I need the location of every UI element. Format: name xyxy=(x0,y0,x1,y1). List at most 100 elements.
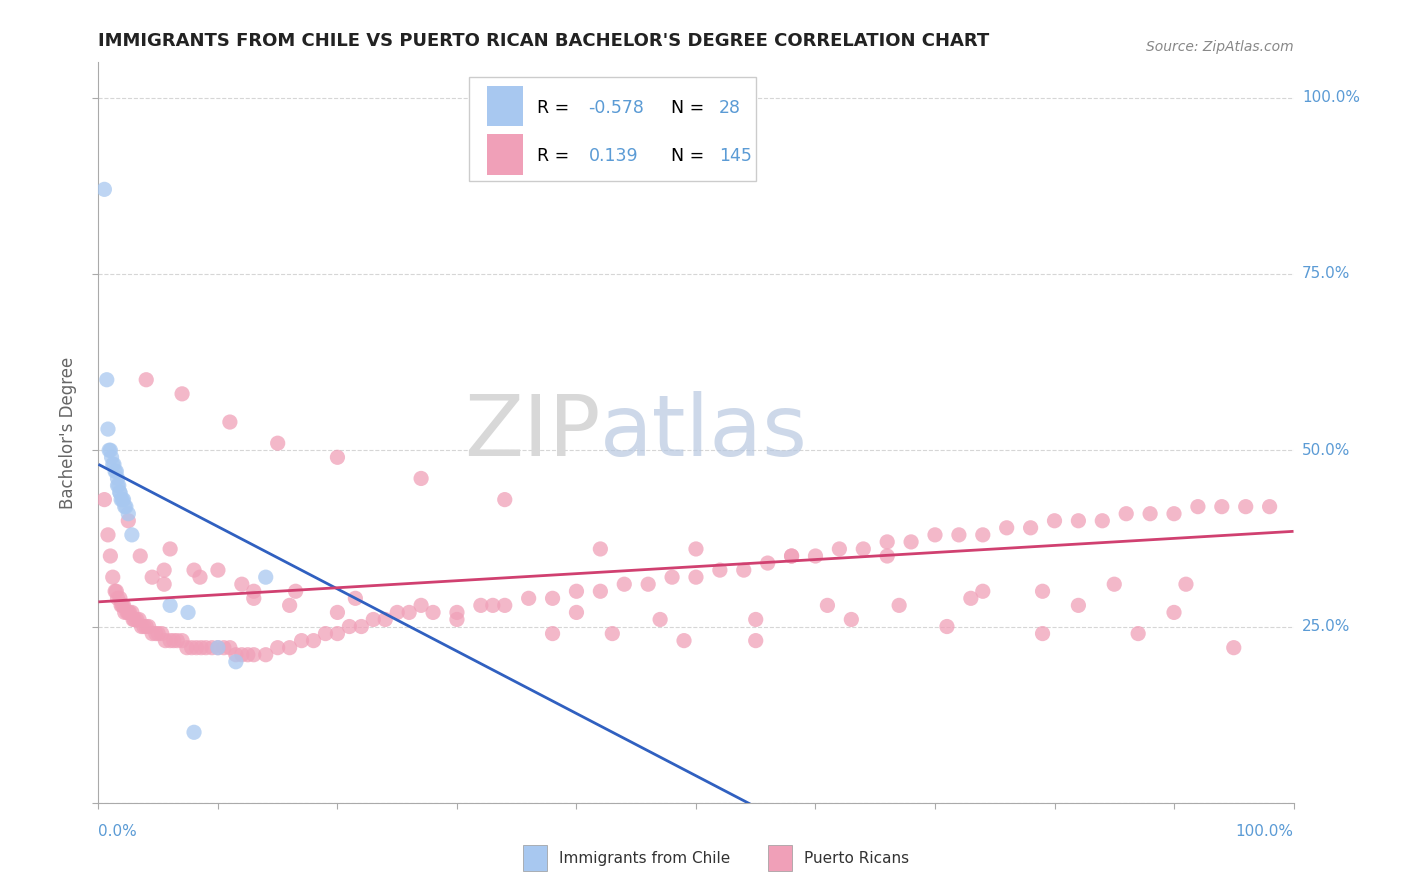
Point xyxy=(326,450,349,465)
Point xyxy=(131,619,153,633)
Point xyxy=(219,640,242,655)
Point xyxy=(709,563,731,577)
Text: 25.0%: 25.0% xyxy=(1302,619,1350,634)
Point xyxy=(972,584,994,599)
Point xyxy=(163,633,186,648)
Point xyxy=(115,606,138,620)
Point xyxy=(948,528,970,542)
Point xyxy=(117,606,139,620)
Point xyxy=(225,648,247,662)
Point xyxy=(148,626,170,640)
Text: Immigrants from Chile: Immigrants from Chile xyxy=(558,851,730,866)
Point xyxy=(105,584,128,599)
Point xyxy=(685,570,707,584)
Point xyxy=(1163,606,1185,620)
Point xyxy=(385,606,409,620)
Point xyxy=(159,599,181,613)
Point xyxy=(96,373,118,387)
Point xyxy=(900,535,922,549)
Point xyxy=(243,584,266,599)
Point xyxy=(284,584,307,599)
Point xyxy=(128,612,150,626)
Point xyxy=(344,591,367,606)
FancyBboxPatch shape xyxy=(470,78,756,181)
Point xyxy=(302,633,325,648)
Point xyxy=(1032,584,1054,599)
Point xyxy=(201,640,224,655)
Point xyxy=(756,556,779,570)
Point xyxy=(852,541,875,556)
Point xyxy=(125,612,148,626)
Point xyxy=(114,606,136,620)
Point xyxy=(121,606,143,620)
Point xyxy=(470,599,492,613)
Point xyxy=(183,563,205,577)
Point xyxy=(745,633,768,648)
Point xyxy=(177,606,200,620)
Bar xyxy=(486,134,523,175)
Point xyxy=(541,591,564,606)
Point xyxy=(122,612,145,626)
Point xyxy=(1258,500,1281,514)
Point xyxy=(685,541,707,556)
Point xyxy=(108,591,131,606)
Point xyxy=(107,591,129,606)
Point xyxy=(93,182,115,196)
Point xyxy=(132,619,155,633)
Point xyxy=(93,492,115,507)
Text: 75.0%: 75.0% xyxy=(1302,267,1350,282)
Point xyxy=(108,485,131,500)
Point xyxy=(326,626,349,640)
Text: N =: N = xyxy=(671,147,710,165)
Point xyxy=(98,443,121,458)
Point xyxy=(350,619,373,633)
Point xyxy=(363,612,385,626)
Text: N =: N = xyxy=(671,99,710,117)
Text: 0.0%: 0.0% xyxy=(98,824,138,839)
Point xyxy=(100,450,122,465)
Point xyxy=(841,612,863,626)
Point xyxy=(1067,599,1090,613)
Point xyxy=(135,373,157,387)
Point xyxy=(97,528,120,542)
Text: 0.139: 0.139 xyxy=(589,147,638,165)
Point xyxy=(637,577,659,591)
Point xyxy=(104,584,127,599)
Point xyxy=(278,599,301,613)
Point xyxy=(876,535,898,549)
Point xyxy=(180,640,202,655)
Point xyxy=(254,570,277,584)
Text: -0.578: -0.578 xyxy=(589,99,644,117)
Point xyxy=(112,599,135,613)
Point xyxy=(339,619,361,633)
Point xyxy=(411,471,433,485)
Text: Source: ZipAtlas.com: Source: ZipAtlas.com xyxy=(1146,39,1294,54)
Point xyxy=(188,570,211,584)
Point xyxy=(118,606,141,620)
Point xyxy=(648,612,672,626)
Point xyxy=(780,549,803,563)
Text: atlas: atlas xyxy=(600,391,808,475)
Point xyxy=(326,606,349,620)
Point xyxy=(225,655,247,669)
Point xyxy=(141,570,163,584)
Point xyxy=(267,640,290,655)
Point xyxy=(589,584,612,599)
Text: R =: R = xyxy=(537,99,575,117)
Point xyxy=(936,619,959,633)
Text: 100.0%: 100.0% xyxy=(1236,824,1294,839)
Point xyxy=(1211,500,1233,514)
Point xyxy=(112,492,135,507)
Point xyxy=(481,599,505,613)
Point xyxy=(517,591,540,606)
Point xyxy=(166,633,188,648)
Text: IMMIGRANTS FROM CHILE VS PUERTO RICAN BACHELOR'S DEGREE CORRELATION CHART: IMMIGRANTS FROM CHILE VS PUERTO RICAN BA… xyxy=(98,32,990,50)
Point xyxy=(291,633,314,648)
Point xyxy=(278,640,301,655)
Point xyxy=(236,648,259,662)
Point xyxy=(411,599,433,613)
Point xyxy=(1019,521,1042,535)
Text: 50.0%: 50.0% xyxy=(1302,442,1350,458)
Point xyxy=(111,599,134,613)
Point xyxy=(101,570,124,584)
